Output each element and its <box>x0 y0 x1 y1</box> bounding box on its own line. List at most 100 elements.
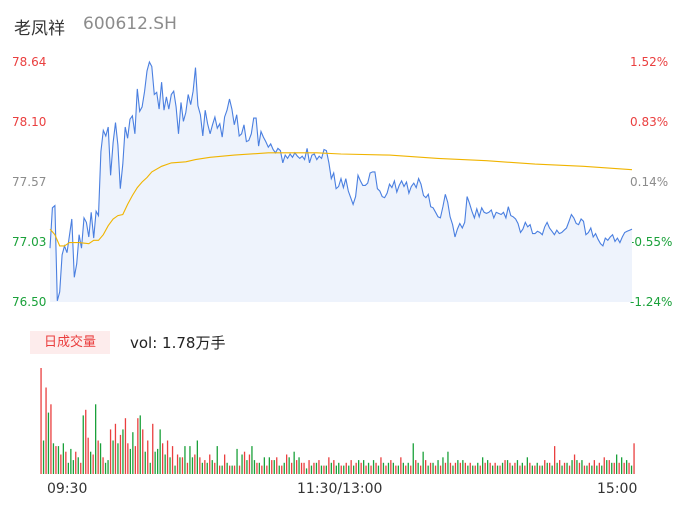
volume-bar <box>171 446 174 474</box>
volume-readout: vol: 1.78万手 <box>130 334 226 352</box>
volume-bar <box>630 465 633 474</box>
volume-bar <box>412 443 414 474</box>
volume-bar <box>390 460 392 474</box>
volume-bar <box>546 462 548 474</box>
volume-bar <box>563 462 566 474</box>
volume-bar <box>174 465 176 474</box>
volume-bar <box>303 462 305 474</box>
volume-bar <box>335 465 337 474</box>
volume-bar <box>422 451 424 474</box>
volume-bar <box>65 451 67 474</box>
volume-bar <box>152 423 154 474</box>
volume-bar <box>325 465 327 474</box>
volume-bar <box>273 460 275 474</box>
price-line <box>49 60 633 302</box>
volume-bar <box>189 446 191 474</box>
volume-bar <box>417 462 419 474</box>
volume-bar <box>387 462 390 474</box>
volume-bar <box>139 415 141 474</box>
volume-bar <box>372 460 375 474</box>
volume-bar <box>214 462 216 474</box>
volume-bar <box>601 465 603 474</box>
volume-bar <box>573 454 576 474</box>
volume-bar <box>209 454 211 474</box>
volume-bar <box>519 465 521 474</box>
volume-bar <box>87 437 89 474</box>
volume-bar <box>506 460 509 474</box>
volume-bar <box>124 418 127 474</box>
volume-bar <box>95 404 97 474</box>
volume-bar <box>363 460 365 474</box>
volume-bar <box>276 457 278 474</box>
volume-bar <box>104 462 107 474</box>
volume-bar <box>320 465 323 474</box>
volume-bar <box>524 465 526 474</box>
volume-bar <box>621 457 623 474</box>
volume-bar <box>229 465 231 474</box>
volume-bar <box>392 462 394 474</box>
volume-bar <box>157 448 159 474</box>
volume-bar <box>365 465 367 474</box>
volume-bar <box>350 460 352 474</box>
price-area <box>50 62 632 302</box>
volume-bar <box>238 465 241 474</box>
volume-bar <box>47 412 50 474</box>
volume-bar <box>462 460 464 474</box>
volume-bar <box>147 440 149 474</box>
volume-bar <box>395 465 397 474</box>
volume-bar <box>444 462 447 474</box>
volume-bar <box>330 462 332 474</box>
volume-bar <box>608 460 610 474</box>
volume-bar <box>494 462 496 474</box>
volume-bar <box>42 440 45 474</box>
volume-bar <box>469 462 471 474</box>
volume-bar <box>429 462 432 474</box>
price-tick-label: 76.50 <box>12 295 47 309</box>
volume-bar <box>221 465 223 474</box>
volume-bar <box>298 457 300 474</box>
volume-bar <box>199 457 201 474</box>
volume-bar <box>253 460 256 474</box>
volume-bar <box>283 462 285 474</box>
daily-volume-tab[interactable]: 日成交量 <box>30 331 110 354</box>
volume-bar <box>549 462 551 474</box>
time-tick-label: 09:30 <box>47 481 88 497</box>
volume-bar <box>536 462 538 474</box>
volume-bar <box>132 432 134 474</box>
volume-bar <box>449 462 452 474</box>
volume-bar <box>551 465 553 474</box>
volume-bar <box>137 418 139 474</box>
time-tick-label: 15:00 <box>597 481 638 497</box>
volume-bar <box>377 465 380 474</box>
volume-bar <box>291 462 293 474</box>
volume-bar <box>405 465 407 474</box>
volume-bar <box>474 465 476 474</box>
pct-tick-label: 0.14% <box>630 175 669 189</box>
price-tick-label: 77.57 <box>12 175 47 189</box>
volume-bar <box>251 446 253 474</box>
volume-bar <box>134 446 136 474</box>
volume-bar <box>233 465 236 474</box>
volume-bar <box>119 434 122 474</box>
volume-bar <box>162 443 164 474</box>
volume-bar <box>67 462 69 474</box>
volume-bar <box>129 448 131 474</box>
volume-bar <box>578 462 581 474</box>
volume-bar <box>281 465 283 474</box>
volume-bar <box>224 454 226 474</box>
volume-bar <box>571 460 573 474</box>
volume-bar <box>323 465 325 474</box>
volume-bar <box>345 462 347 474</box>
volume-bar <box>355 462 357 474</box>
volume-bar <box>588 462 590 474</box>
volume-bar <box>216 446 218 474</box>
volume-bar <box>541 465 543 474</box>
volume-bar <box>261 465 263 474</box>
volume-bar <box>305 468 308 474</box>
time-tick-label: 11:30/13:00 <box>297 481 383 497</box>
volume-bar <box>598 462 600 474</box>
volume-bar <box>501 462 504 474</box>
volume-bar <box>534 465 536 474</box>
volume-bar <box>566 462 568 474</box>
